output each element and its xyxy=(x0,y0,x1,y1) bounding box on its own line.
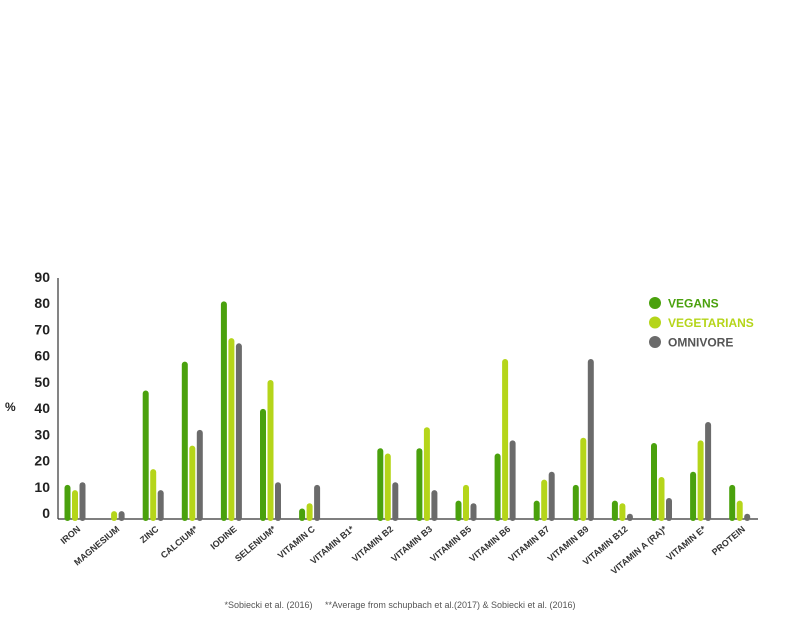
bar-vegans-17 xyxy=(729,484,736,521)
bar-omnivore-15 xyxy=(666,498,672,521)
bar-vegetarians-0 xyxy=(72,490,78,521)
y-tick-label: 40 xyxy=(34,400,50,416)
bar-vegans-15 xyxy=(651,442,657,521)
bar-vegetarians-2 xyxy=(150,469,157,521)
bar-vegans-2 xyxy=(142,390,149,521)
legend-label-vegans: VEGANS xyxy=(668,297,719,311)
bar-vegetarians-11 xyxy=(502,359,509,521)
category-label: PROTEIN xyxy=(710,524,747,557)
bar-vegans-0 xyxy=(64,484,71,521)
bar-vegetarians-8 xyxy=(384,453,391,521)
bar-vegetarians-6 xyxy=(306,503,313,521)
bar-vegetarians-15 xyxy=(658,477,665,521)
bar-omnivore-4 xyxy=(235,343,242,521)
bar-vegans-10 xyxy=(455,500,462,521)
bar-vegans-12 xyxy=(533,500,540,521)
category-label: VITAMIN B5 xyxy=(428,524,473,564)
category-label: SELENIUM* xyxy=(233,524,278,564)
category-label: VITAMIN B7 xyxy=(506,524,551,564)
bar-omnivore-0 xyxy=(79,482,86,521)
bar-omnivore-2 xyxy=(157,490,164,521)
bar-omnivore-13 xyxy=(587,359,594,521)
legend-label-omnivore: OMNIVORE xyxy=(668,336,733,350)
bar-vegans-9 xyxy=(416,448,423,521)
legend: VEGANS VEGETARIANS OMNIVORE xyxy=(649,297,754,350)
bar-vegetarians-5 xyxy=(267,380,274,521)
category-label: VITAMIN B6 xyxy=(467,524,512,564)
bar-omnivore-11 xyxy=(509,440,516,521)
bar-vegetarians-9 xyxy=(423,427,430,521)
bar-omnivore-5 xyxy=(275,482,281,521)
category-label: VITAMIN B3 xyxy=(389,524,434,564)
bar-vegans-5 xyxy=(260,408,266,521)
bar-vegans-16 xyxy=(690,471,697,521)
bar-vegans-13 xyxy=(572,484,579,521)
y-tick-label: 50 xyxy=(34,374,50,390)
bar-vegetarians-12 xyxy=(541,479,548,521)
bars xyxy=(64,301,751,521)
y-tick-label: 80 xyxy=(34,295,50,311)
bar-omnivore-9 xyxy=(431,490,438,521)
footnote: *Sobiecki et al. (2016) **Average from s… xyxy=(224,600,575,610)
bar-vegetarians-1 xyxy=(111,511,118,521)
bar-omnivore-1 xyxy=(118,511,125,521)
bar-vegetarians-17 xyxy=(736,500,743,521)
y-tick-labels: 0 10 20 30 40 50 60 70 80 90 xyxy=(34,269,50,521)
bar-omnivore-12 xyxy=(548,471,555,521)
bar-vegans-6 xyxy=(299,508,306,521)
y-tick-label: 70 xyxy=(34,321,50,337)
category-label: ZINC xyxy=(138,524,161,545)
bar-vegetarians-4 xyxy=(228,338,235,521)
bar-omnivore-3 xyxy=(196,429,203,521)
category-label: CALCIUM* xyxy=(159,524,200,561)
bar-omnivore-6 xyxy=(314,484,321,521)
category-label: IRON xyxy=(59,524,83,546)
bar-vegetarians-3 xyxy=(189,445,196,521)
y-tick-label: 20 xyxy=(34,453,50,469)
bar-vegans-8 xyxy=(377,448,384,521)
chart-axes xyxy=(57,278,758,520)
bar-omnivore-14 xyxy=(626,513,633,521)
bar-vegans-11 xyxy=(494,453,501,521)
bar-vegetarians-10 xyxy=(463,484,469,521)
bar-omnivore-10 xyxy=(470,503,477,521)
legend-swatch-vegetarians xyxy=(649,316,661,329)
y-tick-label: 0 xyxy=(42,505,50,521)
bar-vegans-4 xyxy=(220,301,227,521)
y-tick-label: 60 xyxy=(34,348,50,364)
y-tick-label: 10 xyxy=(34,479,50,495)
y-axis-label: % xyxy=(5,400,16,414)
bar-vegans-14 xyxy=(611,500,618,521)
legend-swatch-vegans xyxy=(649,297,661,309)
category-label: VITAMIN B2 xyxy=(350,524,395,564)
category-label: VITAMIN E* xyxy=(664,524,708,563)
legend-swatch-omnivore xyxy=(649,336,661,348)
bar-omnivore-17 xyxy=(744,513,751,521)
y-tick-label: 30 xyxy=(34,426,50,442)
bar-vegetarians-13 xyxy=(580,437,587,521)
bar-vegans-3 xyxy=(181,361,188,521)
bar-vegetarians-16 xyxy=(697,440,704,521)
legend-label-vegetarians: VEGETARIANS xyxy=(668,316,754,330)
y-tick-label: 90 xyxy=(34,269,50,285)
bar-omnivore-16 xyxy=(705,421,712,521)
category-label: IODINE xyxy=(208,524,238,552)
bar-omnivore-8 xyxy=(392,482,399,521)
bar-vegetarians-14 xyxy=(619,503,626,521)
